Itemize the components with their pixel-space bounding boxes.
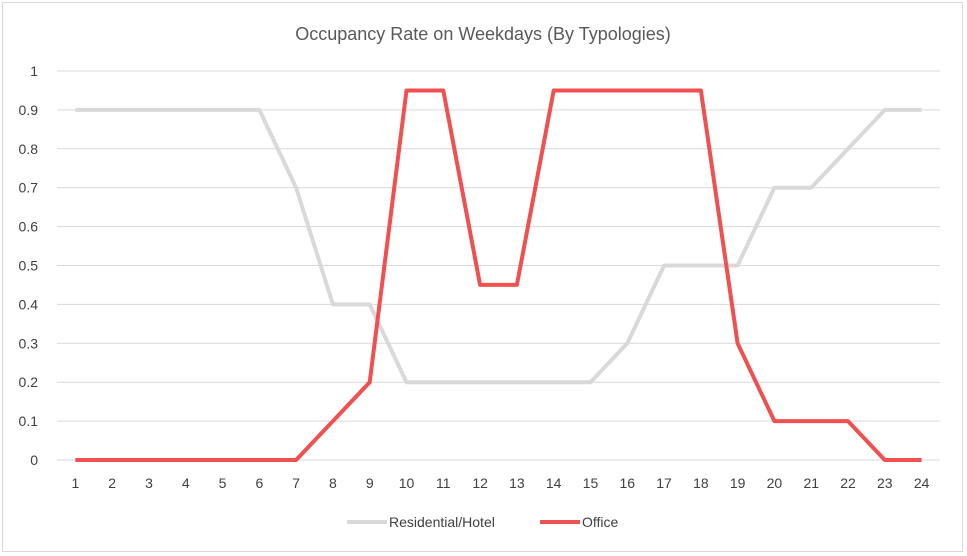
x-axis-ticks: 1 2 3 4 5 6 7 8 9 10 11 12 13 14 15 16 17 18 19 20 21 22 23 24 bbox=[71, 475, 929, 491]
x-tick-label: 6 bbox=[255, 475, 263, 491]
x-tick-label: 22 bbox=[840, 475, 856, 491]
y-tick-label: 0.5 bbox=[19, 258, 39, 274]
legend-label: Office bbox=[582, 514, 619, 530]
y-tick-label: 1 bbox=[30, 63, 38, 79]
x-tick-label: 2 bbox=[108, 475, 116, 491]
y-tick-label: 0.7 bbox=[19, 180, 39, 196]
x-tick-label: 4 bbox=[182, 475, 190, 491]
x-tick-label: 24 bbox=[914, 475, 930, 491]
x-tick-label: 9 bbox=[366, 475, 374, 491]
x-tick-label: 3 bbox=[145, 475, 153, 491]
x-tick-label: 16 bbox=[619, 475, 635, 491]
x-tick-label: 14 bbox=[546, 475, 562, 491]
y-tick-label: 0.3 bbox=[19, 335, 39, 351]
y-tick-label: 0.1 bbox=[19, 413, 39, 429]
x-tick-label: 10 bbox=[399, 475, 415, 491]
gridlines bbox=[57, 70, 940, 461]
chart-title: Occupancy Rate on Weekdays (By Typologie… bbox=[295, 24, 671, 44]
y-tick-label: 0.2 bbox=[19, 374, 39, 390]
x-tick-label: 5 bbox=[219, 475, 227, 491]
x-tick-label: 7 bbox=[292, 475, 300, 491]
legend-label: Residential/Hotel bbox=[389, 514, 495, 530]
series-line-residential-hotel bbox=[75, 107, 922, 385]
series-lines bbox=[75, 88, 922, 462]
x-tick-label: 8 bbox=[329, 475, 337, 491]
y-tick-label: 0.6 bbox=[19, 219, 39, 235]
y-tick-label: 0.8 bbox=[19, 141, 39, 157]
y-tick-label: 0.9 bbox=[19, 102, 39, 118]
legend: Residential/Hotel Office bbox=[347, 514, 619, 530]
x-tick-label: 18 bbox=[693, 475, 709, 491]
x-tick-label: 23 bbox=[877, 475, 893, 491]
x-tick-label: 13 bbox=[509, 475, 525, 491]
x-tick-label: 11 bbox=[436, 475, 451, 491]
x-tick-label: 20 bbox=[767, 475, 783, 491]
x-tick-label: 1 bbox=[71, 475, 79, 491]
x-tick-label: 17 bbox=[656, 475, 672, 491]
x-tick-label: 12 bbox=[472, 475, 488, 491]
x-tick-label: 19 bbox=[730, 475, 746, 491]
y-tick-label: 0.4 bbox=[19, 296, 39, 312]
x-tick-label: 15 bbox=[583, 475, 599, 491]
series-line-office bbox=[75, 88, 922, 462]
x-tick-label: 21 bbox=[803, 475, 819, 491]
y-tick-label: 0 bbox=[30, 452, 38, 468]
y-axis-ticks: 0 0.1 0.2 0.3 0.4 0.5 0.6 0.7 0.8 0.9 1 bbox=[19, 63, 39, 468]
